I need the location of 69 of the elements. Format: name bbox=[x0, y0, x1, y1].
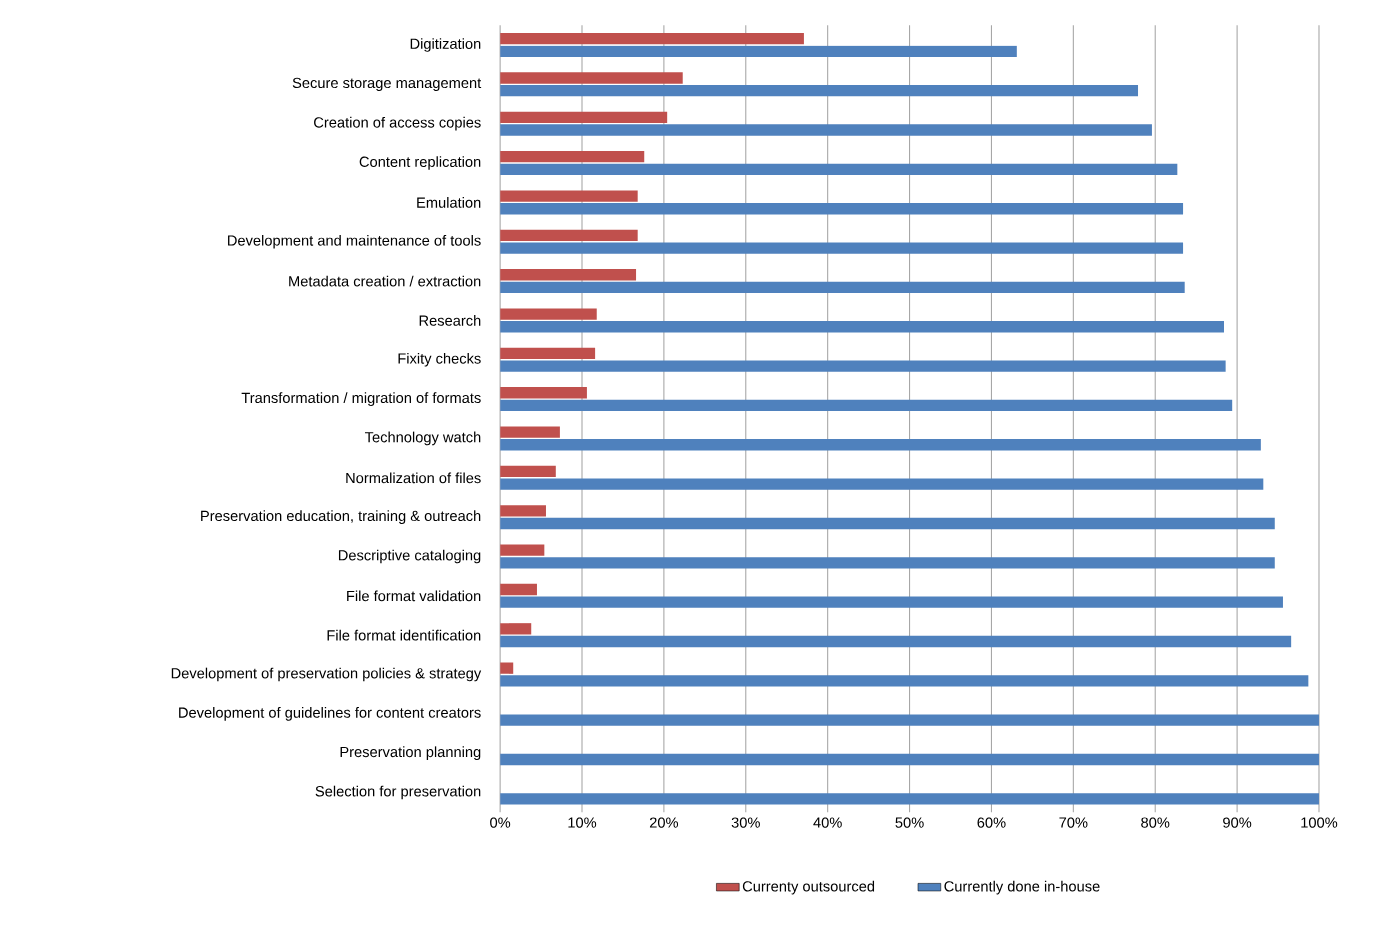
x-tick-label: 30% bbox=[731, 817, 760, 828]
y-tick-label: Digitization bbox=[410, 38, 481, 52]
bar bbox=[500, 753, 1319, 766]
bar bbox=[500, 111, 668, 124]
y-tick-label: Selection for preservation bbox=[315, 785, 481, 800]
y-tick-label: Preservation planning bbox=[340, 746, 481, 761]
bar bbox=[500, 72, 683, 84]
y-tick-label: Emulation bbox=[417, 197, 481, 208]
bar bbox=[500, 465, 556, 478]
y-tick-label: Metadata creation / extraction bbox=[289, 275, 481, 287]
y-tick-label: Transformation / migration of formats bbox=[241, 392, 481, 406]
y-tick-label: File format validation bbox=[347, 590, 481, 602]
y-tick-label: Preservation education, training & outreach bbox=[201, 510, 481, 524]
x-tick-label: 40% bbox=[813, 817, 842, 828]
x-tick-label: 20% bbox=[649, 817, 679, 828]
bar bbox=[500, 190, 638, 202]
bar bbox=[500, 505, 546, 517]
bar bbox=[500, 399, 1233, 412]
bar bbox=[500, 347, 596, 360]
bar bbox=[500, 203, 1184, 215]
bar bbox=[500, 517, 1275, 530]
bar bbox=[500, 544, 545, 556]
y-tick-label: File format identification bbox=[327, 629, 481, 641]
bar bbox=[500, 596, 1283, 608]
bar bbox=[500, 675, 1309, 687]
bar bbox=[500, 426, 560, 438]
bar bbox=[500, 281, 1185, 294]
bar bbox=[500, 242, 1184, 254]
y-tick-label: Research bbox=[419, 315, 481, 326]
x-tick-label: 90% bbox=[1223, 817, 1252, 828]
bar bbox=[500, 557, 1275, 569]
bar bbox=[500, 623, 532, 635]
bar bbox=[500, 714, 1319, 726]
legend-label: Currenty outsourced bbox=[742, 880, 875, 895]
bar bbox=[500, 583, 537, 596]
y-tick-label: Secure storage management bbox=[292, 77, 482, 92]
bar bbox=[500, 163, 1178, 176]
x-tick-label: 60% bbox=[977, 817, 1006, 828]
x-tick-label: 100% bbox=[1301, 817, 1338, 828]
y-tick-label: Creation of access copies bbox=[314, 116, 481, 131]
bar bbox=[500, 85, 1139, 97]
y-tick-label: Development and maintenance of tools bbox=[228, 234, 481, 249]
bar bbox=[500, 478, 1264, 490]
y-tick-label: Descriptive cataloging bbox=[338, 549, 481, 564]
bar bbox=[500, 229, 638, 242]
bar bbox=[500, 124, 1152, 136]
y-tick-label: Development of preservation policies & strategy bbox=[171, 667, 482, 682]
y-tick-label: Technology watch bbox=[364, 431, 481, 446]
x-tick-label: 80% bbox=[1141, 817, 1170, 828]
bar bbox=[500, 308, 597, 320]
bar bbox=[500, 793, 1319, 805]
y-tick-label: Development of guidelines for content creators bbox=[179, 707, 481, 721]
y-tick-label: Normalization of files bbox=[346, 472, 481, 484]
legend-label: Currently done in-house bbox=[944, 880, 1100, 895]
bar bbox=[500, 151, 645, 163]
x-tick-label: 70% bbox=[1059, 817, 1088, 828]
bar bbox=[500, 269, 637, 281]
bar bbox=[500, 387, 587, 399]
x-tick-label: 0% bbox=[490, 817, 511, 828]
bar bbox=[500, 321, 1224, 333]
bar bbox=[500, 360, 1226, 372]
bar bbox=[500, 635, 1292, 648]
y-tick-label: Content replication bbox=[359, 156, 481, 170]
bar bbox=[500, 439, 1261, 451]
bar bbox=[500, 45, 1017, 58]
x-tick-label: 50% bbox=[895, 817, 924, 828]
x-tick-label: 10% bbox=[568, 817, 597, 828]
bar bbox=[500, 33, 804, 45]
y-tick-label: Fixity checks bbox=[398, 352, 481, 367]
